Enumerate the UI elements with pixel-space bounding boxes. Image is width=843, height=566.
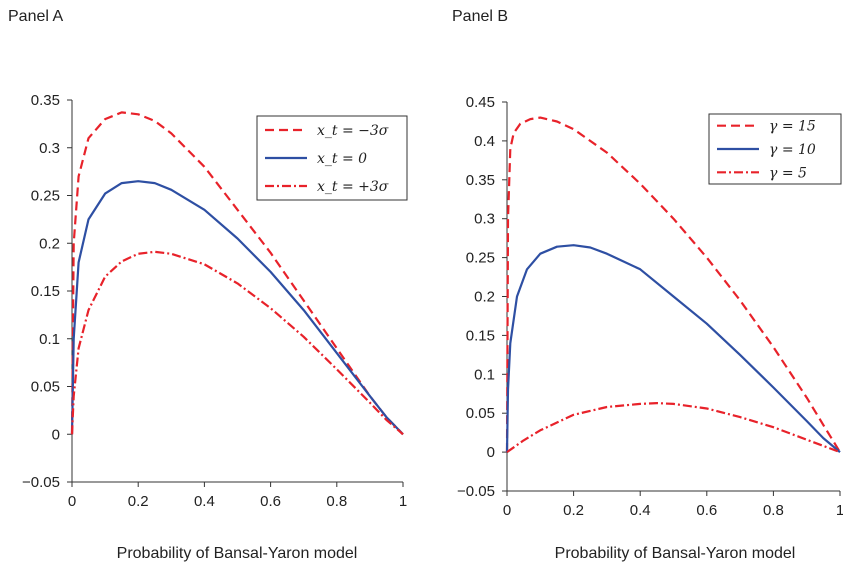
panel-b-series-line-3 [506,402,841,454]
panel-a-series-line-1 [70,111,404,436]
panel-a-y-tick-label: 0.2 [39,235,60,252]
panel-a-x-tick-label: 0.6 [260,493,281,510]
panel-a-y-tick-label: 0.25 [31,188,60,205]
panel-b-x-tick-label: 0.8 [763,502,784,519]
panel-b-x-tick-label: 0.6 [696,502,717,519]
panel-b-y-tick-label: 0.45 [466,94,495,111]
panel-b-chart: −0.05 0 0.05 0.1 0.15 0.2 0.25 0.3 0.35 0.4 0.45 0 0… [457,94,843,519]
panel-a-x-tick-label: 0 [68,493,76,510]
panel-b-y-tick-label: 0.1 [474,366,495,383]
panel-a-legend-label: x_t = 0 [317,151,367,167]
panel-b-x-tick-label: 0 [503,502,511,519]
panel-b-x-tick-label: 1 [836,502,843,519]
panel-b-legend-label: γ = 10 [769,142,816,158]
panel-b-legend: γ = 15 γ = 10 γ = 5 [708,113,842,185]
panel-a-x-tick-label: 0.2 [128,493,149,510]
panel-b-legend-label: γ = 15 [769,119,816,135]
panel-a-y-tick-label: 0.3 [39,140,60,157]
panel-a-series-line-2 [70,180,404,436]
panel-b-y-tick-label: 0 [487,444,495,461]
panel-b-y-tick-label: 0.2 [474,289,495,306]
panel-b-series-line-1 [505,116,841,453]
panel-a-y-tick-label: 0.1 [39,331,60,348]
panel-a-legend-label: x_t = −3σ [317,123,389,139]
panel-b-y-tick-label: 0.3 [474,211,495,228]
panel-b-y-tick-label: −0.05 [457,483,495,500]
panel-a-y-tick-label: 0.05 [31,379,60,396]
panel-a-y-tick-label: −0.05 [22,474,60,491]
panel-a-y-tick-label: 0.35 [31,92,60,109]
panel-b-x-tick-label: 0.4 [630,502,651,519]
panel-a-x-tick-label: 0.4 [194,493,215,510]
panel-a-chart: −0.05 0 0.05 0.1 0.15 0.2 0.25 0.3 0.35 0 0.2 0.4 0.… [22,92,408,510]
panel-b-y-tick-label: 0.05 [466,405,495,422]
panel-a-legend: x_t = −3σ x_t = 0 x_t = +3σ [256,115,408,201]
panel-a-series-line-3 [70,250,404,436]
panel-b-y-tick-label: 0.35 [466,172,495,189]
panel-a-x-tick-label: 1 [399,493,407,510]
panel-a-x-axis-label: Probability of Bansal-Yaron model [116,545,358,562]
panel-b-series-line-2 [505,244,841,453]
panel-a-title: Panel A [8,8,64,25]
panel-b-legend-label: γ = 5 [769,165,807,181]
panel-a-y-tick-label: 0.15 [31,283,60,300]
panel-b-title: Panel B [452,8,509,25]
panel-b-y-tick-label: 0.25 [466,250,495,267]
panel-b-x-tick-label: 0.2 [563,502,584,519]
panel-a-x-tick-label: 0.8 [326,493,347,510]
panel-a-y-tick-label: 0 [52,426,60,443]
panel-a-legend-label: x_t = +3σ [317,179,389,195]
panel-b-y-tick-label: 0.4 [474,133,495,150]
panel-b-y-tick-label: 0.15 [466,327,495,344]
panel-b-x-axis-label: Probability of Bansal-Yaron model [554,545,796,562]
